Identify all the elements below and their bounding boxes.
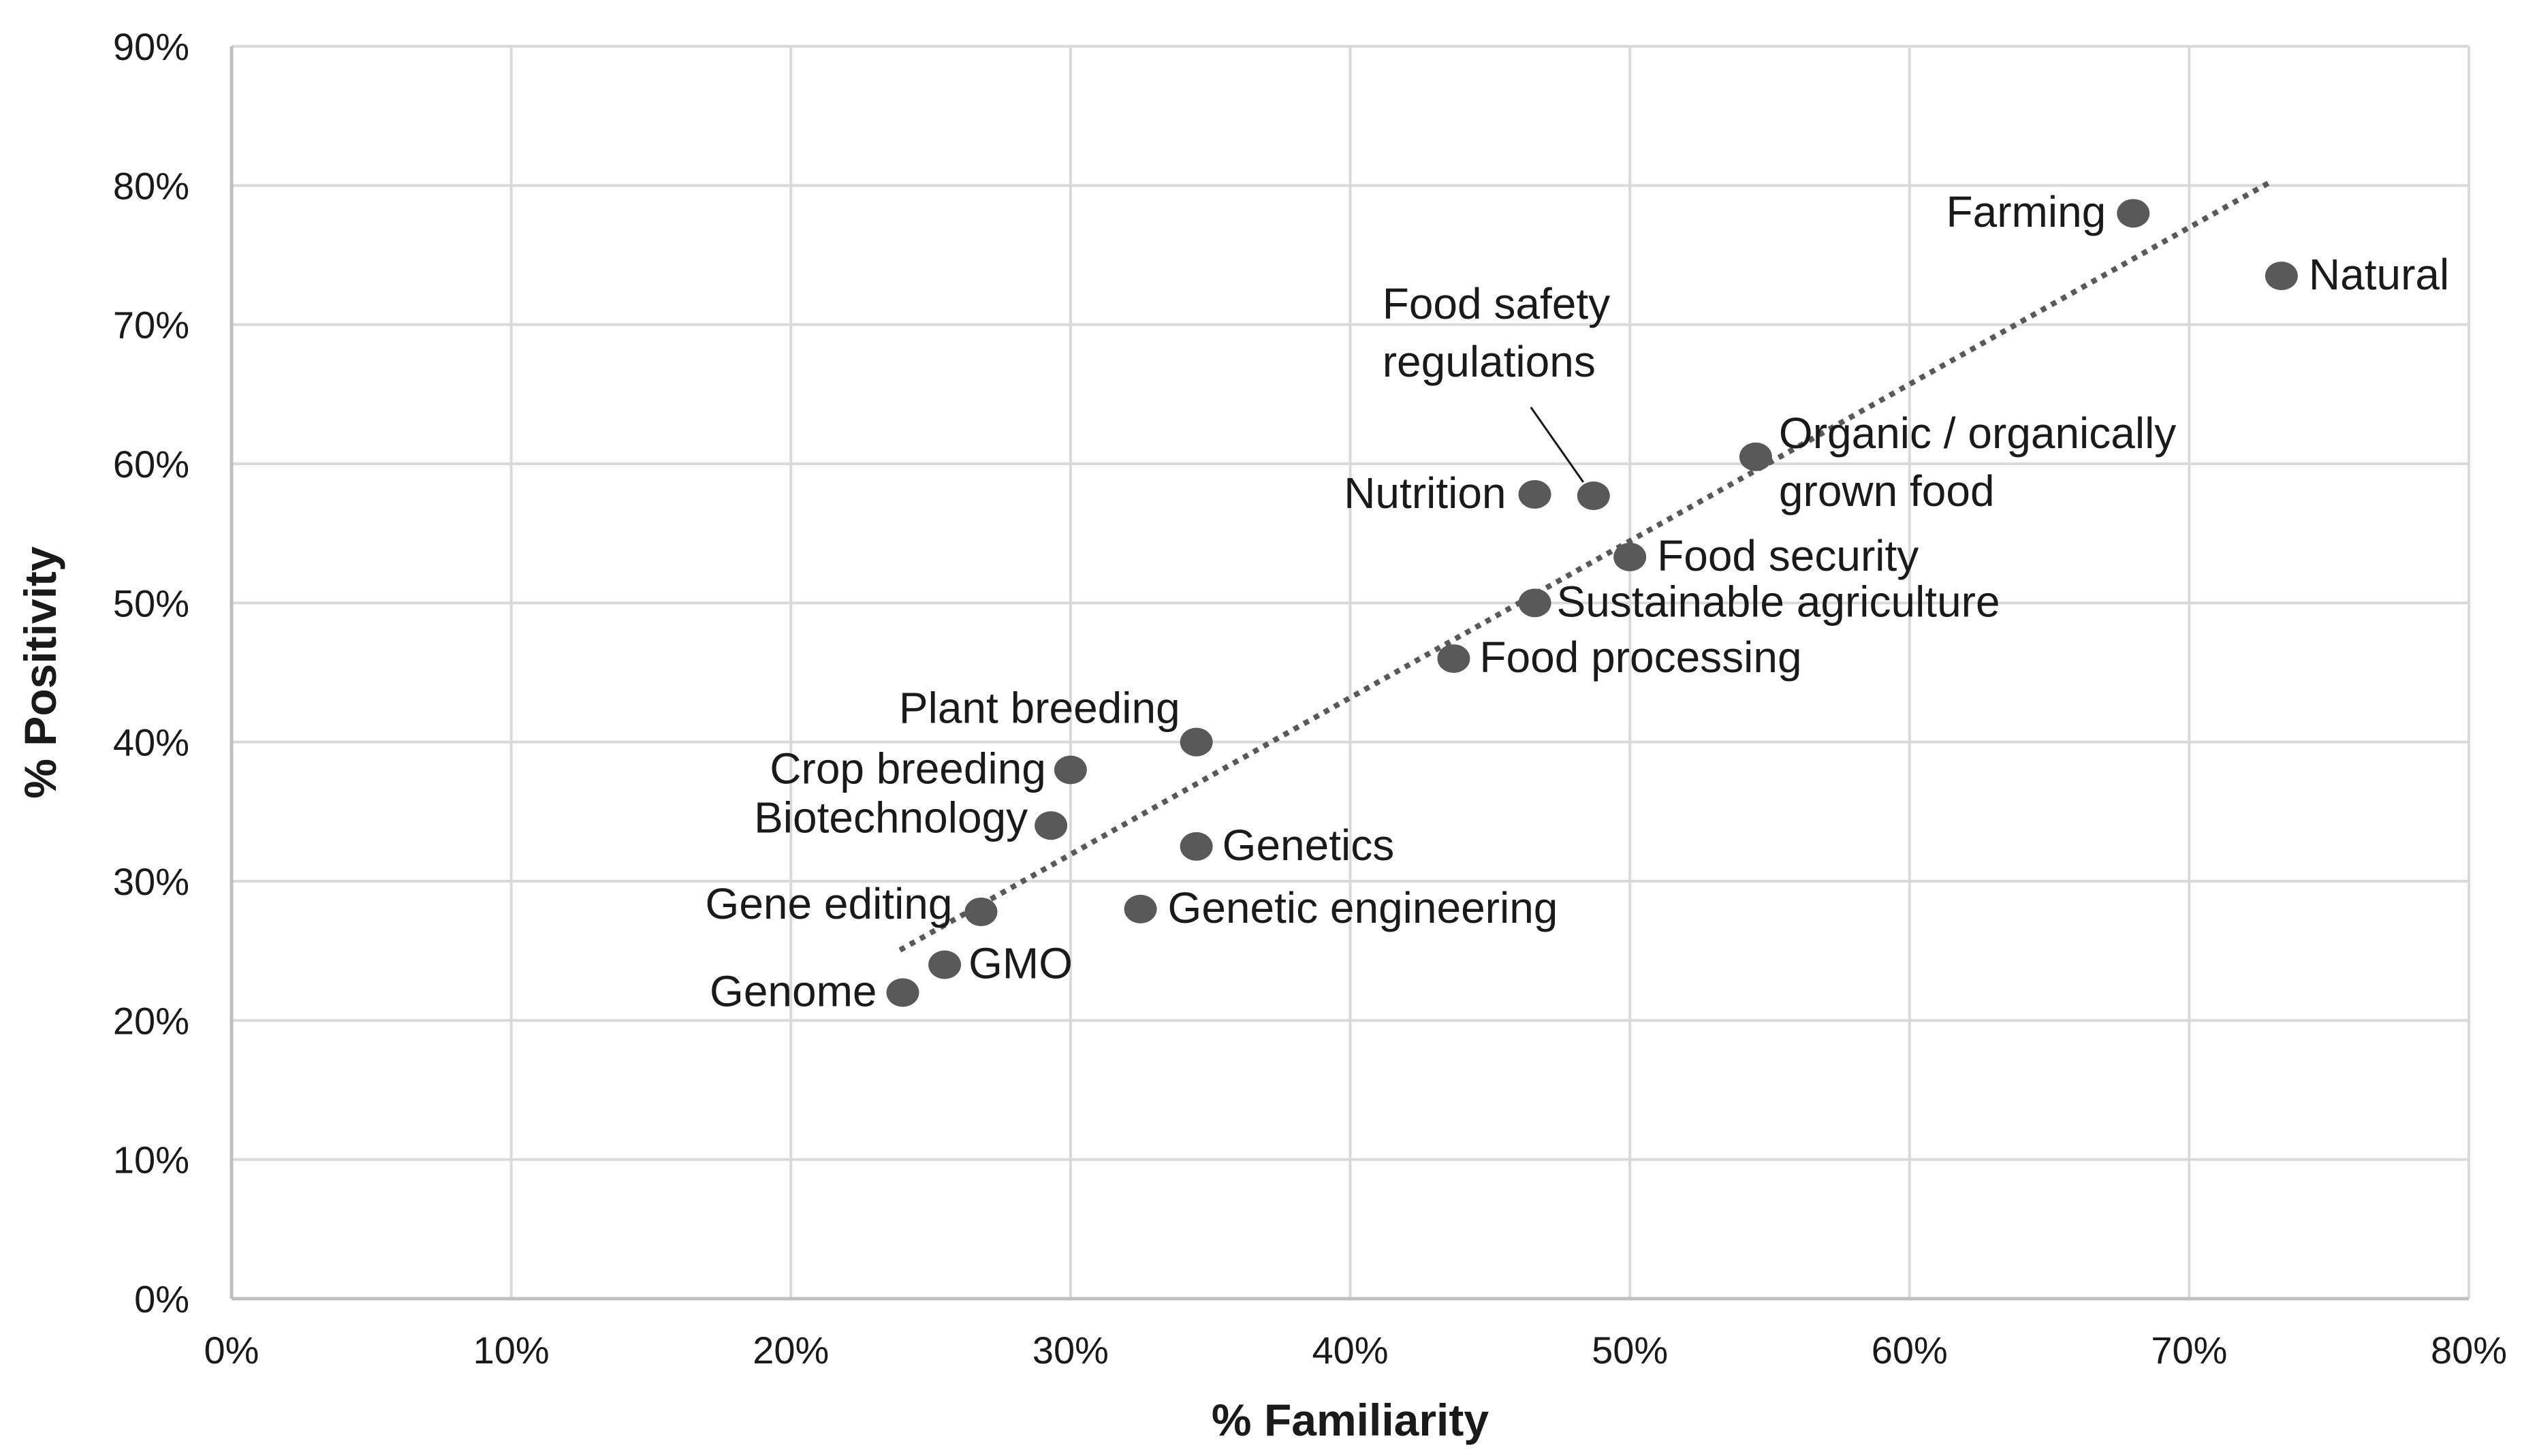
data-point xyxy=(1180,832,1213,861)
data-point xyxy=(928,950,962,979)
point-label: Food safety xyxy=(1383,279,1610,328)
point-label: regulations xyxy=(1383,337,1596,386)
point-label: Natural xyxy=(2309,250,2449,299)
data-point xyxy=(1613,542,1647,571)
point-label: Sustainable agriculture xyxy=(1557,577,2000,626)
gridlines xyxy=(232,45,2470,1299)
x-axis-title: % Familiarity xyxy=(1212,1395,1489,1445)
data-point xyxy=(2265,262,2298,291)
data-point xyxy=(886,978,919,1007)
label-leader-line xyxy=(1530,407,1584,483)
x-tick-label: 80% xyxy=(2431,1329,2507,1372)
data-point xyxy=(1035,811,1068,840)
x-tick-label: 40% xyxy=(1312,1329,1388,1372)
y-tick-label: 10% xyxy=(113,1139,189,1182)
data-point xyxy=(1739,442,1772,471)
point-label: Plant breeding xyxy=(899,684,1180,733)
x-tick-label: 70% xyxy=(2151,1329,2227,1372)
trendline xyxy=(898,178,2275,953)
point-label: Farming xyxy=(1946,187,2107,236)
x-tick-label: 20% xyxy=(753,1329,829,1372)
y-tick-label: 50% xyxy=(113,582,189,624)
y-tick-label: 20% xyxy=(113,999,189,1042)
data-points xyxy=(886,199,2298,1007)
y-tick-label: 40% xyxy=(113,721,189,764)
point-label: Nutrition xyxy=(1344,469,1506,518)
point-label: Biotechnology xyxy=(754,793,1028,842)
point-label: Genome xyxy=(710,966,877,1015)
point-label: grown food xyxy=(1779,466,1995,516)
y-tick-label: 0% xyxy=(134,1278,189,1320)
y-tick-label: 70% xyxy=(113,304,189,347)
point-label: Food processing xyxy=(1479,633,1801,682)
data-point xyxy=(964,897,998,926)
x-tick-label: 50% xyxy=(1592,1329,1668,1372)
data-point xyxy=(1437,644,1470,674)
data-point xyxy=(2117,199,2150,228)
x-tick-label: 0% xyxy=(204,1329,259,1372)
x-tick-label: 60% xyxy=(1872,1329,1948,1372)
data-point xyxy=(1518,588,1551,618)
data-point xyxy=(1124,894,1157,923)
trendline-group xyxy=(898,178,2275,953)
point-label: GMO xyxy=(968,939,1073,988)
point-label: Gene editing xyxy=(706,879,953,928)
x-tick-label: 30% xyxy=(1032,1329,1109,1372)
point-label: Food security xyxy=(1657,531,1919,580)
point-label: Genetics xyxy=(1223,821,1395,870)
data-point xyxy=(1180,727,1213,757)
y-tick-label: 90% xyxy=(113,25,189,68)
data-point xyxy=(1518,479,1551,509)
y-tick-label: 30% xyxy=(113,860,189,903)
point-label: Organic / organically xyxy=(1779,409,2176,458)
axes: 0% 10% 20% 30% 40% 50% 60% 70% 80% 90% 0% 10% 20% 30%… xyxy=(113,25,2507,1372)
data-point xyxy=(1054,755,1087,785)
point-labels: Farming Natural Food safety regulations Nutr… xyxy=(706,187,2450,1015)
y-tick-label: 80% xyxy=(113,164,189,207)
point-label: Genetic engineering xyxy=(1168,883,1558,932)
y-axis-title: % Positivity xyxy=(15,546,65,799)
y-tick-label: 60% xyxy=(113,443,189,486)
point-label: Crop breeding xyxy=(770,744,1046,793)
data-point xyxy=(1577,481,1610,510)
x-tick-label: 10% xyxy=(473,1329,550,1372)
